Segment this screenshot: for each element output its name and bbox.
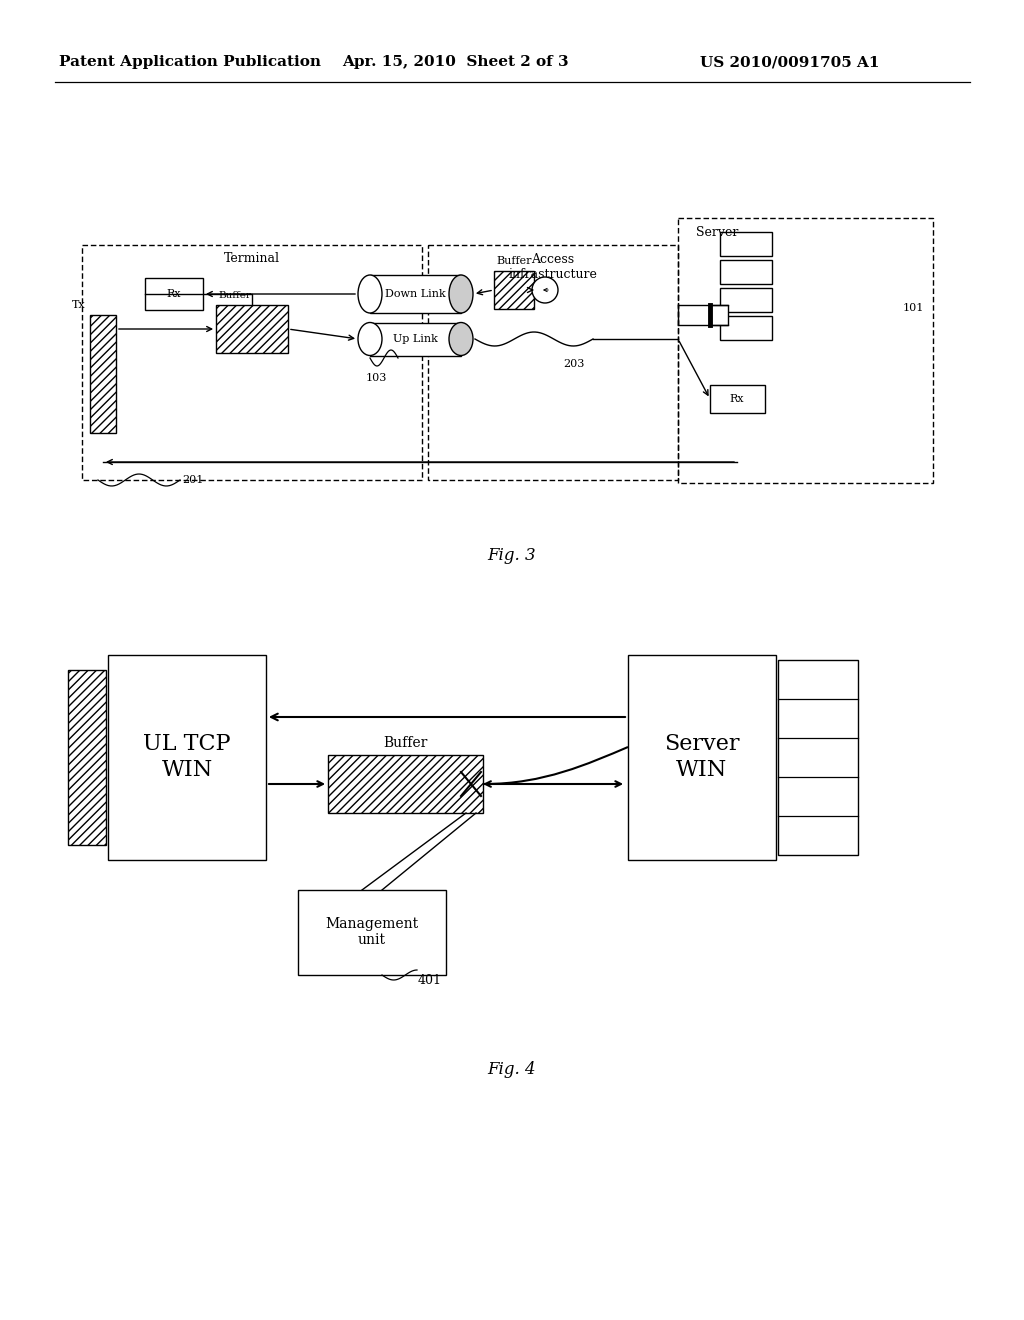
Bar bbox=[145, 279, 203, 310]
Bar bbox=[494, 271, 534, 309]
Bar bbox=[428, 246, 678, 480]
Text: Server: Server bbox=[696, 226, 738, 239]
Text: Management
unit: Management unit bbox=[326, 917, 419, 948]
Ellipse shape bbox=[449, 275, 473, 313]
Bar bbox=[710, 305, 728, 325]
Text: Tx: Tx bbox=[73, 300, 86, 310]
Bar bbox=[90, 315, 116, 433]
Bar bbox=[720, 260, 772, 284]
Text: 203: 203 bbox=[563, 359, 585, 370]
Text: Patent Application Publication: Patent Application Publication bbox=[59, 55, 321, 69]
Text: Access
infrastructure: Access infrastructure bbox=[509, 253, 597, 281]
Text: Buffer: Buffer bbox=[218, 292, 251, 301]
Text: Rx: Rx bbox=[730, 393, 744, 404]
Bar bbox=[108, 655, 266, 861]
Text: Apr. 15, 2010  Sheet 2 of 3: Apr. 15, 2010 Sheet 2 of 3 bbox=[342, 55, 568, 69]
Bar bbox=[68, 671, 106, 845]
Text: Terminal: Terminal bbox=[224, 252, 280, 265]
Bar bbox=[370, 275, 461, 313]
Text: 201: 201 bbox=[182, 475, 204, 484]
Bar bbox=[710, 385, 765, 413]
Bar bbox=[628, 655, 776, 861]
Bar bbox=[778, 660, 858, 855]
Text: UL TCP
WIN: UL TCP WIN bbox=[143, 734, 230, 780]
Bar bbox=[298, 890, 446, 975]
Text: Fig. 3: Fig. 3 bbox=[487, 546, 537, 564]
Text: 103: 103 bbox=[366, 374, 387, 383]
Circle shape bbox=[532, 277, 558, 304]
Text: Up Link: Up Link bbox=[392, 334, 437, 345]
Bar bbox=[370, 323, 461, 356]
Text: 101: 101 bbox=[903, 304, 925, 313]
Ellipse shape bbox=[358, 322, 382, 355]
Bar bbox=[328, 755, 483, 813]
Text: 401: 401 bbox=[418, 974, 442, 986]
Text: Rx: Rx bbox=[167, 289, 181, 300]
Ellipse shape bbox=[449, 322, 473, 355]
Bar bbox=[82, 246, 422, 480]
Bar bbox=[678, 218, 933, 483]
Text: US 2010/0091705 A1: US 2010/0091705 A1 bbox=[700, 55, 880, 69]
Text: Down Link: Down Link bbox=[385, 289, 445, 300]
Bar bbox=[216, 305, 288, 352]
Bar bbox=[720, 288, 772, 312]
Bar bbox=[720, 232, 772, 256]
Text: Fig. 4: Fig. 4 bbox=[487, 1061, 537, 1078]
Ellipse shape bbox=[358, 275, 382, 313]
Text: Buffer: Buffer bbox=[497, 256, 531, 267]
Bar bbox=[720, 315, 772, 341]
Text: Buffer: Buffer bbox=[383, 737, 427, 750]
Text: Server
WIN: Server WIN bbox=[665, 734, 739, 780]
